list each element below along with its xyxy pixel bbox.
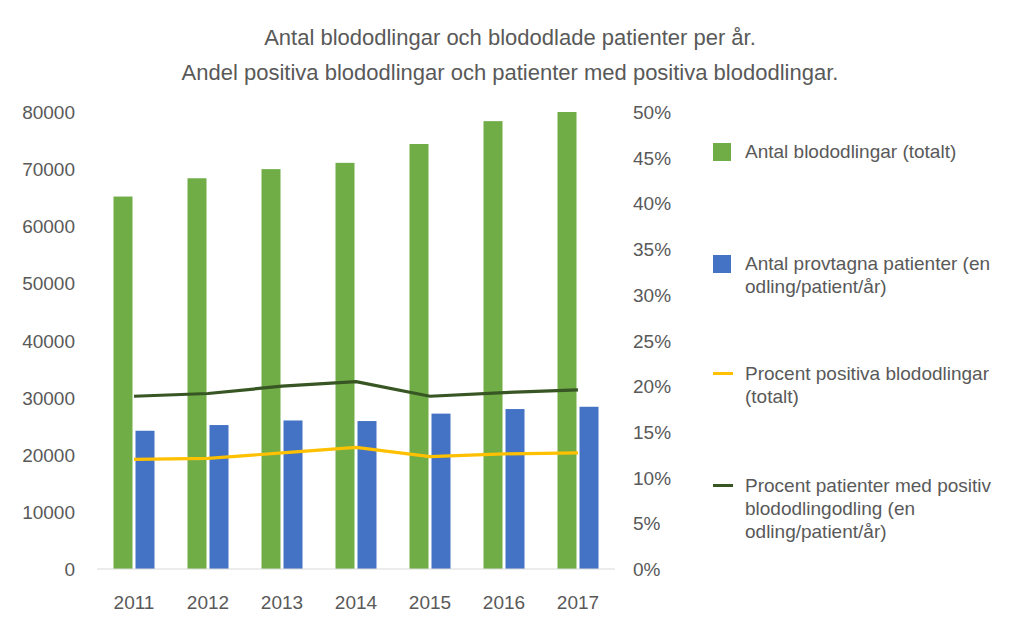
tick-mark — [96, 283, 97, 284]
bar — [506, 409, 525, 569]
subtitle: Andel positiva blododlingar och patiente… — [182, 60, 839, 85]
y2-tick-label: 15% — [633, 422, 671, 443]
y-tick-label: 50000 — [22, 273, 75, 294]
legend-key — [713, 372, 733, 375]
title: Antal blododlingar och blododlade patien… — [264, 25, 756, 50]
y2-tick-label: 10% — [633, 468, 671, 489]
y2-tick-label: 50% — [633, 102, 671, 123]
bar — [432, 414, 451, 569]
tick-mark — [615, 112, 616, 113]
bar — [262, 169, 281, 569]
x-tick-label: 2011 — [114, 592, 155, 613]
y-tick-label: 40000 — [22, 331, 75, 352]
tick-mark — [615, 431, 616, 432]
x-tick-label: 2012 — [187, 592, 229, 613]
x-tick-label: 2016 — [483, 592, 525, 613]
x-tick-label: 2013 — [261, 592, 303, 613]
tick-mark — [96, 340, 97, 341]
tick-mark — [615, 386, 616, 387]
y-tick-label: 30000 — [22, 388, 75, 409]
tick-mark — [615, 477, 616, 478]
x-axis-line — [97, 569, 615, 570]
y-tick-label: 0 — [64, 559, 75, 580]
y-tick-label: 80000 — [22, 102, 75, 123]
y2-tick-label: 45% — [633, 148, 671, 169]
y2-tick-label: 40% — [633, 193, 671, 214]
tick-mark — [615, 340, 616, 341]
legend-key — [713, 143, 731, 161]
tick-mark — [96, 454, 97, 455]
tick-mark — [615, 569, 616, 570]
x-tick-label: 2014 — [335, 592, 378, 613]
legend-key — [713, 255, 731, 273]
legend-label: Procent positiva blododlingar (totalt) — [745, 362, 1017, 408]
legend-key — [713, 484, 733, 487]
y2-tick-label: 35% — [633, 239, 671, 260]
bar — [136, 431, 155, 569]
tick-mark — [615, 294, 616, 295]
y-tick-label: 10000 — [22, 502, 75, 523]
y2-tick-label: 5% — [633, 513, 661, 534]
tick-mark — [615, 249, 616, 250]
y2-tick-label: 20% — [633, 376, 671, 397]
y-tick-label: 70000 — [22, 159, 75, 180]
bar — [580, 407, 599, 569]
y2-tick-label: 30% — [633, 285, 671, 306]
line — [134, 447, 578, 459]
tick-mark — [615, 523, 616, 524]
line — [134, 382, 578, 397]
x-tick-label: 2015 — [409, 592, 451, 613]
legend-label: Procent patienter med positiv blododling… — [745, 474, 1017, 543]
tick-mark — [615, 203, 616, 204]
tick-mark — [96, 169, 97, 170]
tick-mark — [96, 226, 97, 227]
bar — [484, 121, 503, 569]
bar — [410, 144, 429, 569]
bar — [210, 425, 229, 569]
bar — [114, 197, 133, 569]
plot-marks — [114, 112, 599, 569]
bar — [188, 178, 207, 569]
y-tick-label: 60000 — [22, 216, 75, 237]
legend-label: Antal blododlingar (totalt) — [745, 140, 1017, 163]
y2-tick-label: 25% — [633, 331, 671, 352]
tick-mark — [615, 157, 616, 158]
tick-mark — [96, 397, 97, 398]
tick-mark — [96, 569, 97, 570]
bar — [336, 163, 355, 569]
x-tick-label: 2017 — [557, 592, 599, 613]
bar — [358, 421, 377, 569]
bar — [284, 420, 303, 569]
tick-mark — [96, 511, 97, 512]
bar — [558, 112, 577, 569]
y-tick-label: 20000 — [22, 445, 75, 466]
legend-label: Antal provtagna patienter (en odling/pat… — [745, 252, 1017, 298]
y2-tick-label: 0% — [633, 559, 661, 580]
tick-mark — [96, 112, 97, 113]
